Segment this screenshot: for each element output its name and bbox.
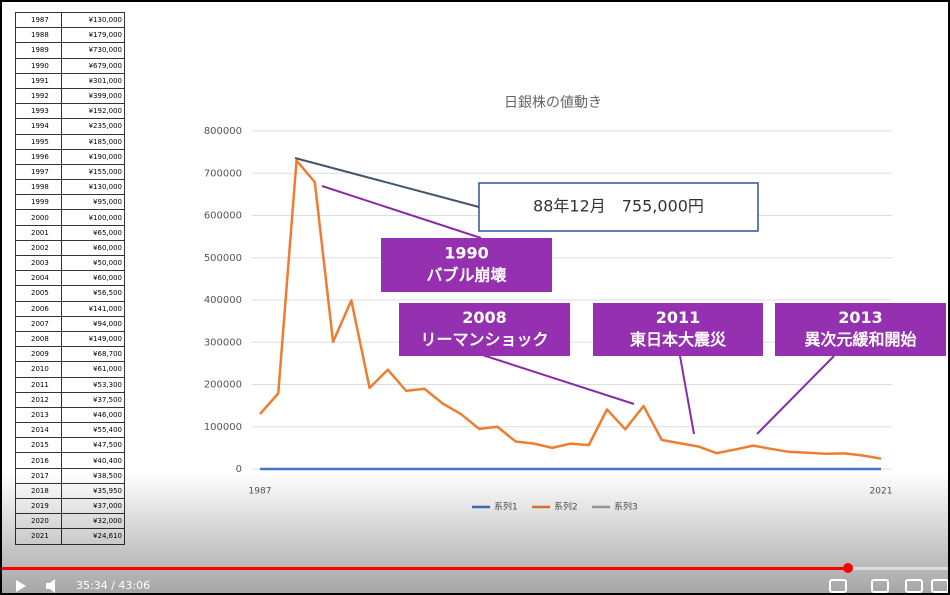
series-line xyxy=(259,159,882,460)
callout-text: 2011 xyxy=(656,308,701,327)
callout-box xyxy=(399,303,570,356)
callout-leader xyxy=(679,355,695,435)
table-row: 2004 ¥60,000 xyxy=(15,270,125,287)
table-row: 1998 ¥130,000 xyxy=(15,179,125,196)
table-row: 1991 ¥301,000 xyxy=(15,72,125,89)
callout-leader xyxy=(321,185,482,239)
volume-button[interactable] xyxy=(46,579,55,593)
callout-box xyxy=(381,238,552,292)
callout-text: バブル崩壊 xyxy=(426,266,507,285)
table-row: 1997 ¥155,000 xyxy=(15,163,125,181)
callout-text: 1990 xyxy=(444,244,489,263)
callout-text: 88年12月 755,000円 xyxy=(533,197,704,216)
table-row: 2005 ¥56,500 xyxy=(15,285,125,302)
controls-gradient xyxy=(2,472,948,593)
y-tick-label: 0 xyxy=(236,464,242,475)
callout-text: 2008 xyxy=(462,308,507,327)
callout-text: 異次元緩和開始 xyxy=(804,330,916,349)
chart-title: 日銀株の値動き xyxy=(504,95,602,111)
y-tick-label: 300000 xyxy=(204,337,242,348)
callout-box xyxy=(775,303,946,356)
y-tick-label: 100000 xyxy=(204,422,242,433)
subtitles-button[interactable] xyxy=(871,579,889,593)
settings-button[interactable] xyxy=(905,579,923,593)
table-row: 1987 ¥130,000 xyxy=(15,11,125,29)
progress-played xyxy=(2,567,848,570)
callout-box xyxy=(478,182,759,232)
progress-scrubber xyxy=(843,563,853,573)
fullscreen-button[interactable] xyxy=(931,579,948,593)
table-row: 2003 ¥50,000 xyxy=(15,254,125,272)
table-row: 2006 ¥141,000 xyxy=(15,300,125,317)
spreadsheet-table: 1987 ¥130,000 1988 ¥179,000 1989 ¥730,000 1990… xyxy=(15,11,125,545)
table-row: 2009 ¥68,700 xyxy=(15,346,125,363)
table-row: 1990 ¥679,000 xyxy=(15,57,125,74)
time-display: 35:34 / 43:06 xyxy=(76,579,150,592)
y-tick-label: 500000 xyxy=(204,253,242,264)
table-row: 1988 ¥179,000 xyxy=(15,27,125,44)
price-cell: ¥192,000 xyxy=(61,103,125,120)
callout-text: 東日本大震災 xyxy=(630,330,727,349)
price-cell: ¥130,000 xyxy=(61,179,125,196)
y-tick-label: 200000 xyxy=(204,380,242,391)
callout-leader xyxy=(469,350,635,405)
callout-box xyxy=(593,303,763,356)
y-tick-label: 400000 xyxy=(204,295,242,306)
table-row: 2011 ¥53,300 xyxy=(15,376,125,393)
y-tick-label: 600000 xyxy=(204,211,242,222)
callout-text: リーマンショック xyxy=(420,330,548,349)
play-button[interactable] xyxy=(16,580,26,592)
autoplay-toggle[interactable] xyxy=(829,579,847,593)
callout-text: 2013 xyxy=(838,308,883,327)
y-tick-label: 800000 xyxy=(204,126,242,137)
y-tick-label: 700000 xyxy=(204,168,242,179)
callout-leader xyxy=(294,157,480,208)
table-row: 1992 ¥399,000 xyxy=(15,87,125,105)
table-row: 1995 ¥185,000 xyxy=(15,133,125,150)
callout-leader xyxy=(756,355,835,435)
